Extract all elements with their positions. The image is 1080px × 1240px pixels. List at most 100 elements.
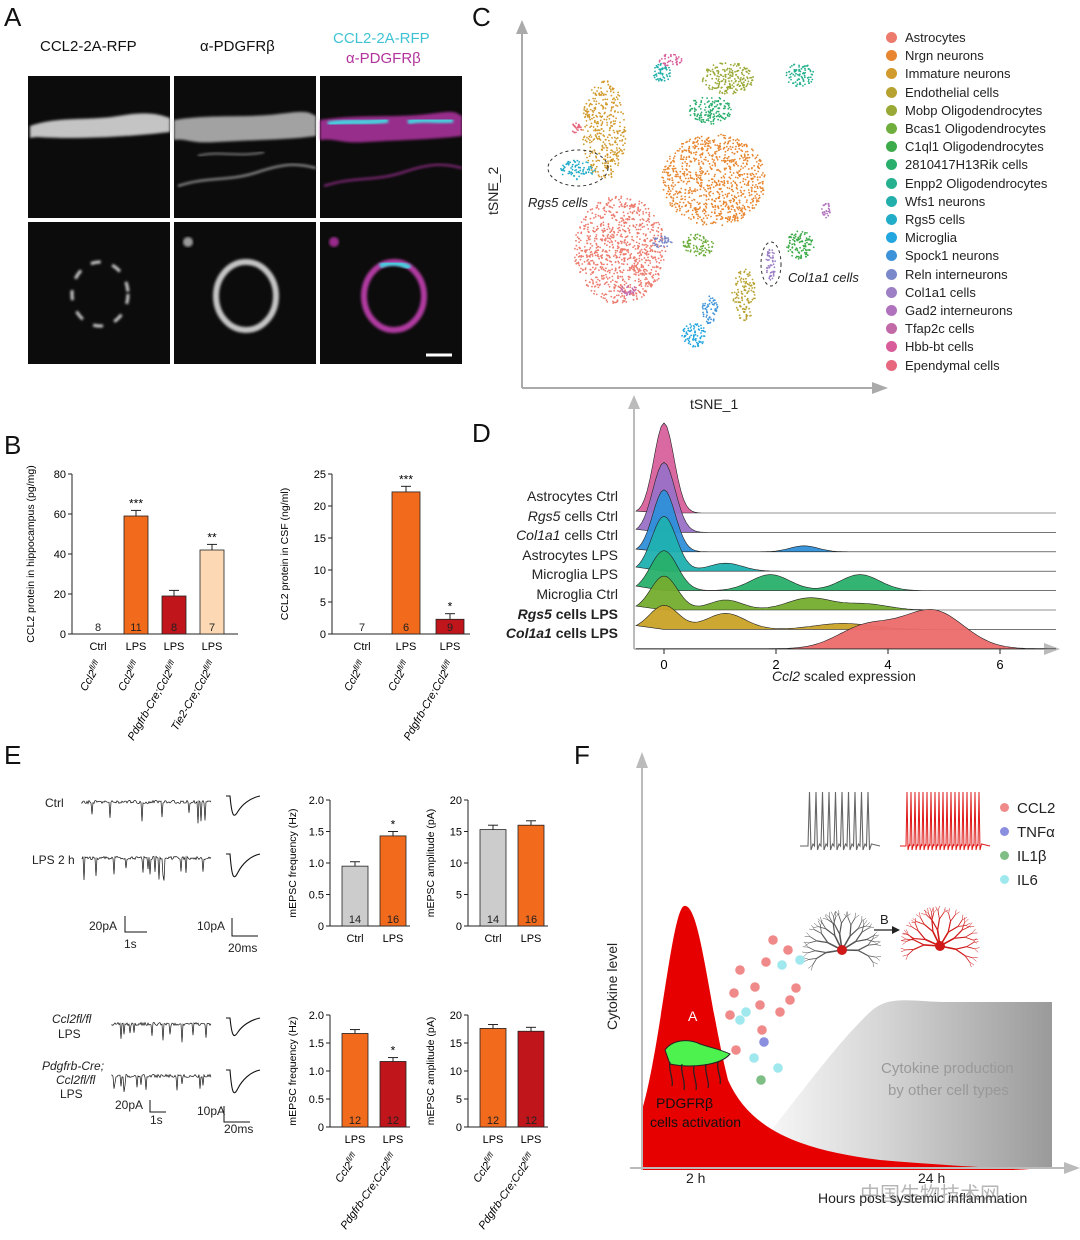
dendrite: [862, 919, 865, 925]
dendrite: [858, 925, 866, 929]
other-cells-curve: [740, 1000, 1052, 1168]
dendrite: [974, 947, 980, 949]
dendrite: [933, 908, 938, 914]
ridge-density: [635, 462, 1056, 533]
cytokine-dot: [785, 995, 795, 1005]
legend-swatch: [886, 232, 897, 244]
dendrite: [838, 915, 842, 924]
dendrite: [900, 947, 907, 951]
cytokine-legend-label: IL1β: [1017, 848, 1047, 865]
tsne-cluster: [765, 248, 776, 281]
dendrite: [902, 933, 908, 935]
dendrite: [872, 961, 878, 965]
bar: [517, 1030, 545, 1128]
n-label: 11: [130, 622, 141, 634]
bar: [379, 1061, 407, 1128]
trace-label-flfl: Ccl2fl/fl: [52, 1012, 91, 1026]
legend-swatch: [886, 159, 897, 171]
dendrite: [966, 942, 974, 948]
dendrite: [861, 924, 865, 933]
ridge-row-label: Microglia LPS: [531, 566, 618, 583]
time-2h: 2 h: [686, 1170, 706, 1186]
dendrite: [902, 954, 909, 957]
pdgfrb-cytokine-peak: [642, 905, 1030, 1170]
ridge-density: [635, 489, 1056, 553]
tsne-col1a1-annotation: Col1a1 cells: [788, 270, 859, 285]
dendrite: [867, 938, 874, 946]
bar: [435, 618, 465, 635]
genotype-label: Ccl2fl/fl: [384, 658, 412, 693]
trace-label-cre1: Pdgfrb-Cre;: [42, 1059, 105, 1073]
scale-label-20ms: 20ms: [228, 941, 258, 955]
category-label: LPS: [521, 933, 542, 945]
significance-mark: **: [207, 530, 217, 544]
schematic-label-b: B: [880, 912, 889, 927]
dendrite: [849, 924, 852, 937]
panel-e-label: E: [4, 740, 22, 770]
mepsc-amplitude-chart-bottom: 0 5 10 15 20 mEPSC amplitude (pA) 12 LPS Ccl2fl/…: [425, 1010, 548, 1232]
dendrite: [825, 928, 836, 937]
dendrite: [811, 965, 813, 971]
dendrite: [875, 956, 882, 958]
dendrite: [971, 928, 976, 934]
cytokine-dot: [750, 982, 760, 992]
y-tick-label: 15: [450, 1038, 462, 1050]
n-label: 8: [171, 622, 177, 634]
dendrite: [961, 926, 970, 931]
genotype-label: Tie2-Cre;Ccl2fl/fl: [167, 658, 218, 733]
tsne-cluster: [785, 63, 815, 87]
dendrite: [807, 946, 816, 952]
neuron-soma: [837, 945, 847, 955]
other-cells-label-2: by other cell types: [888, 1082, 1009, 1099]
y-tick-label: 0: [456, 921, 462, 933]
cytokine-legend-item: IL1β: [1000, 848, 1046, 865]
tsne-cluster: [688, 96, 732, 125]
cytokine-dot: [761, 957, 771, 967]
dendrite: [924, 909, 927, 916]
dendrite: [913, 939, 925, 946]
dendrite: [857, 921, 863, 929]
dendrite: [812, 958, 818, 966]
dendrite: [961, 914, 964, 921]
mepsc-trace: [111, 1021, 212, 1043]
tsne-cluster: [661, 133, 766, 227]
n-label: 12: [487, 1115, 499, 1127]
dendrite: [929, 907, 932, 913]
cytokine-dot: [775, 1007, 785, 1017]
ridge-density: [635, 575, 1056, 611]
ridge-x-label: Ccl2 scaled expression: [772, 668, 916, 684]
tsne-cluster: [681, 323, 706, 348]
dendrite: [931, 920, 934, 932]
dendrite: [906, 938, 915, 942]
scale-label-20ms-b: 20ms: [224, 1122, 254, 1136]
micrograph-capillary-pdgfrb: [177, 163, 317, 187]
ridge-row-label: Astrocytes LPS: [522, 546, 618, 563]
dendrite: [863, 920, 868, 925]
dendrite: [955, 948, 966, 957]
legend-label: Wfs1 neurons: [905, 193, 986, 209]
bar: [199, 549, 225, 635]
legend-item: Ependymal cells: [886, 358, 1000, 373]
cytokine-dot: [791, 983, 801, 993]
dendrite: [913, 944, 925, 950]
trace-label-cre-lps: LPS: [60, 1087, 83, 1101]
y-tick-label: 20: [450, 795, 462, 807]
average-mepsc: [226, 1017, 261, 1037]
schematic-x-label: Hours post systemic inflammation: [818, 1190, 1028, 1206]
legend-swatch: [886, 250, 897, 262]
category-label: LPS: [383, 933, 404, 945]
category-label: LPS: [396, 641, 417, 653]
category-label: LPS: [345, 1134, 366, 1146]
legend-label: Gad2 interneurons: [905, 303, 1013, 318]
dendrite: [849, 928, 859, 937]
ridge-row-rest: cells Ctrl: [560, 507, 618, 524]
legend-label: Endothelial cells: [905, 84, 999, 100]
bar: [517, 824, 545, 927]
dendrite: [944, 909, 949, 914]
legend-swatch: [886, 305, 897, 316]
dendrite: [947, 921, 952, 933]
schematic-x-arrow: [1064, 1162, 1080, 1174]
y-tick-label: 15: [450, 827, 462, 839]
dendrite: [803, 952, 808, 957]
cytokine-dot: [749, 1053, 759, 1063]
